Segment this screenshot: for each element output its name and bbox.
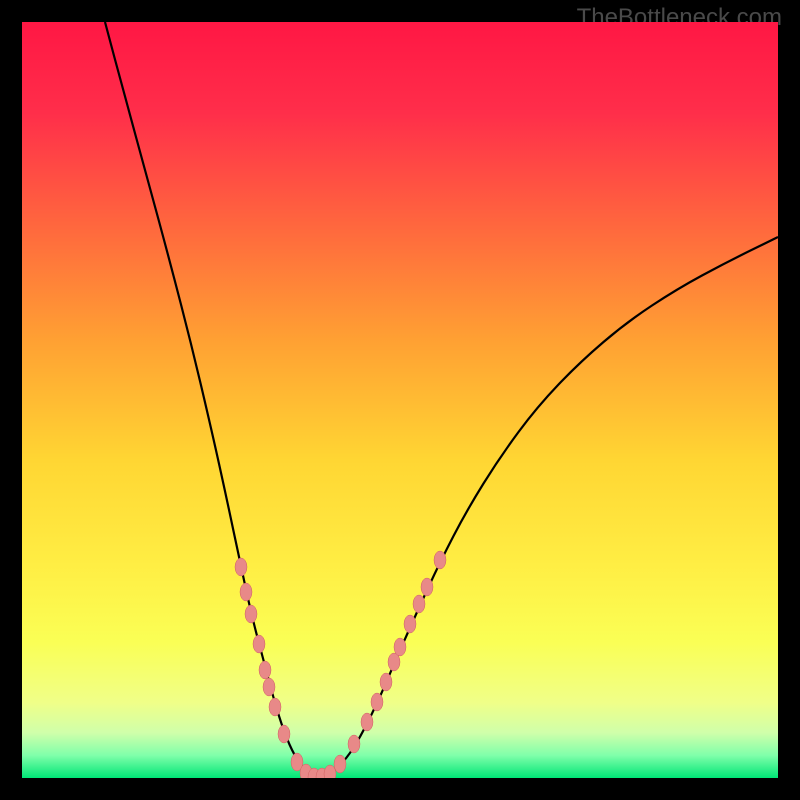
- data-marker: [240, 583, 252, 601]
- data-marker: [269, 698, 281, 716]
- data-marker: [394, 638, 406, 656]
- data-marker: [380, 673, 392, 691]
- data-marker: [235, 558, 247, 576]
- data-marker: [434, 551, 446, 569]
- chart-container: [22, 22, 778, 778]
- data-marker: [404, 615, 416, 633]
- data-marker: [278, 725, 290, 743]
- data-marker: [245, 605, 257, 623]
- data-marker: [413, 595, 425, 613]
- data-marker: [371, 693, 383, 711]
- data-marker: [421, 578, 433, 596]
- data-marker: [361, 713, 373, 731]
- data-marker: [348, 735, 360, 753]
- data-marker: [263, 678, 275, 696]
- chart-svg: [22, 22, 778, 778]
- data-marker: [253, 635, 265, 653]
- data-marker: [334, 755, 346, 773]
- data-marker: [259, 661, 271, 679]
